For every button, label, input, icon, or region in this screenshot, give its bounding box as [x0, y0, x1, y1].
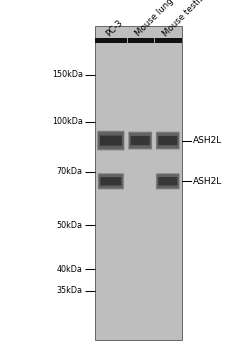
FancyBboxPatch shape	[98, 132, 124, 150]
FancyBboxPatch shape	[158, 135, 177, 146]
FancyBboxPatch shape	[99, 134, 122, 147]
FancyBboxPatch shape	[98, 132, 123, 149]
Text: 35kDa: 35kDa	[57, 286, 83, 295]
FancyBboxPatch shape	[100, 177, 121, 186]
Text: 40kDa: 40kDa	[57, 265, 83, 273]
FancyBboxPatch shape	[99, 133, 123, 148]
FancyBboxPatch shape	[101, 177, 121, 186]
Text: Mouse testis: Mouse testis	[161, 0, 206, 38]
FancyBboxPatch shape	[157, 133, 179, 148]
FancyBboxPatch shape	[158, 136, 177, 145]
FancyBboxPatch shape	[100, 176, 121, 186]
FancyBboxPatch shape	[131, 135, 150, 146]
FancyBboxPatch shape	[156, 174, 179, 189]
FancyBboxPatch shape	[157, 174, 179, 188]
FancyBboxPatch shape	[157, 175, 178, 188]
FancyBboxPatch shape	[156, 132, 179, 149]
FancyBboxPatch shape	[156, 173, 180, 189]
Text: ASH2L: ASH2L	[193, 177, 222, 186]
FancyBboxPatch shape	[158, 177, 177, 186]
FancyBboxPatch shape	[159, 177, 177, 186]
FancyBboxPatch shape	[130, 134, 151, 147]
FancyBboxPatch shape	[99, 174, 123, 188]
FancyBboxPatch shape	[99, 175, 122, 188]
FancyBboxPatch shape	[129, 132, 152, 149]
FancyBboxPatch shape	[156, 132, 180, 149]
FancyBboxPatch shape	[158, 134, 178, 147]
FancyBboxPatch shape	[130, 134, 150, 147]
FancyBboxPatch shape	[101, 135, 121, 146]
Text: PC-3: PC-3	[104, 18, 125, 38]
FancyBboxPatch shape	[158, 176, 177, 186]
FancyBboxPatch shape	[97, 131, 124, 150]
FancyBboxPatch shape	[98, 174, 123, 189]
FancyBboxPatch shape	[158, 176, 178, 187]
FancyBboxPatch shape	[131, 136, 149, 145]
FancyBboxPatch shape	[95, 38, 182, 43]
FancyBboxPatch shape	[159, 136, 177, 145]
Text: 100kDa: 100kDa	[52, 117, 83, 126]
FancyBboxPatch shape	[131, 136, 150, 145]
Text: 70kDa: 70kDa	[57, 167, 83, 176]
FancyBboxPatch shape	[100, 176, 122, 187]
FancyBboxPatch shape	[128, 132, 152, 149]
FancyBboxPatch shape	[95, 26, 182, 340]
FancyBboxPatch shape	[129, 133, 151, 148]
Text: ASH2L: ASH2L	[193, 136, 222, 145]
FancyBboxPatch shape	[98, 173, 124, 189]
Text: Mouse lung: Mouse lung	[134, 0, 175, 38]
FancyBboxPatch shape	[100, 134, 122, 147]
Text: 150kDa: 150kDa	[52, 70, 83, 79]
Text: 50kDa: 50kDa	[57, 220, 83, 230]
FancyBboxPatch shape	[100, 135, 122, 146]
FancyBboxPatch shape	[157, 134, 178, 147]
